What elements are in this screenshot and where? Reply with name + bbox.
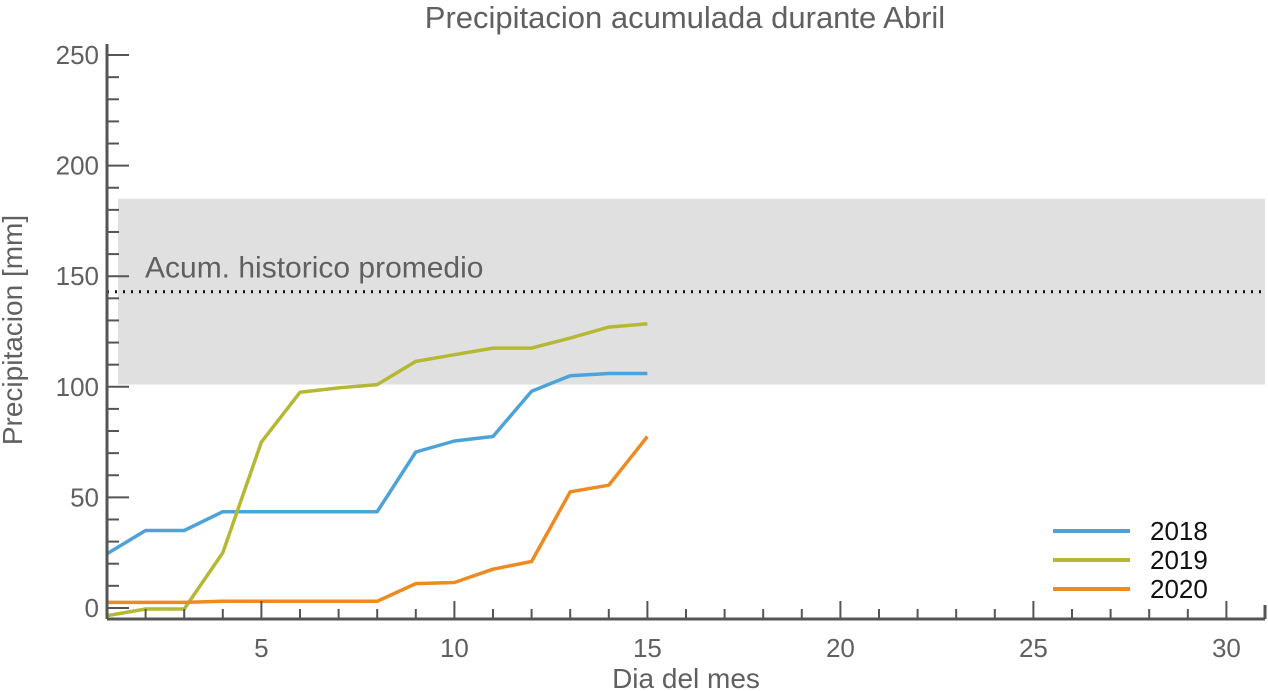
y-tick-label: 200	[56, 151, 99, 181]
legend-label-2020: 2020	[1150, 574, 1208, 604]
chart-title: Precipitacion acumulada durante Abril	[425, 0, 945, 35]
x-tick-label: 5	[254, 633, 268, 663]
y-tick-label: 0	[85, 593, 99, 623]
y-tick-label: 50	[70, 482, 99, 512]
series-line-2019	[106, 322, 648, 618]
legend-label-2019: 2019	[1150, 545, 1208, 575]
y-tick-label: 150	[56, 261, 99, 291]
legend-label-2018: 2018	[1150, 516, 1208, 546]
plot-area: Acum. historico promedio	[106, 198, 1265, 618]
x-tick-label: 15	[633, 633, 662, 663]
x-axis-label: Dia del mes	[612, 663, 760, 691]
axes: 0 50 100 150 200 250 5 10 15 20 25 30	[56, 40, 1267, 663]
x-tick-label: 25	[1019, 633, 1048, 663]
x-tick-label: 20	[826, 633, 855, 663]
series-line-2018	[106, 371, 648, 556]
y-axis-label: Precipitacion [mm]	[0, 215, 28, 445]
y-tick-label: 100	[56, 372, 99, 402]
historical-mean-label: Acum. historico promedio	[145, 252, 483, 285]
x-tick-label: 10	[440, 633, 469, 663]
x-tick-label: 30	[1212, 633, 1241, 663]
y-tick-label: 250	[56, 40, 99, 70]
series-line-2020	[107, 435, 649, 605]
